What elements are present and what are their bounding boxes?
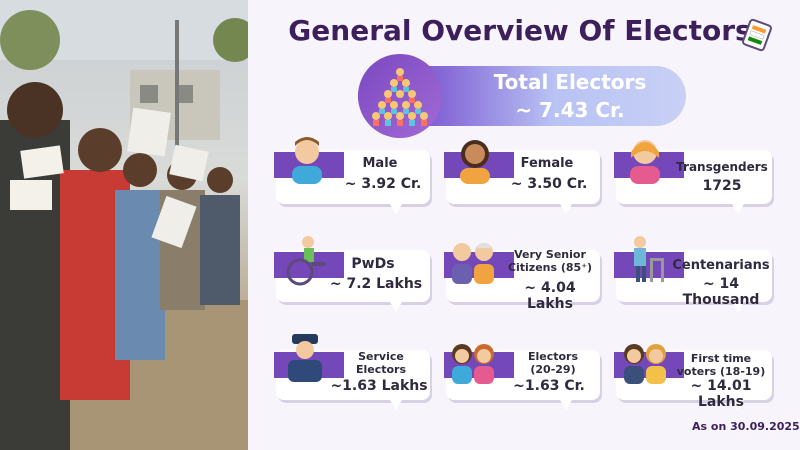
card-value-pwds: ~ 7.2 Lakhs bbox=[329, 276, 423, 292]
card-label-male: Male bbox=[362, 156, 398, 171]
card-label-service: Service Electors bbox=[355, 350, 407, 376]
card-label-pwds: PwDs bbox=[351, 256, 395, 272]
card-value-male: ~ 3.92 Cr. bbox=[344, 176, 422, 192]
transgender-icon bbox=[618, 132, 672, 186]
card-value-female: ~ 3.50 Cr. bbox=[510, 176, 588, 192]
evm-icon bbox=[740, 18, 780, 52]
card-label-electors-20-29: Electors (20-29) bbox=[527, 350, 579, 376]
page-title: General Overview Of Electors bbox=[288, 14, 752, 47]
stat-card-pwds bbox=[274, 250, 430, 312]
wheelchair-icon bbox=[278, 232, 332, 286]
card-value-service: ~1.63 Lakhs bbox=[330, 378, 428, 394]
card-label-centenarians: Centenarians bbox=[672, 258, 770, 273]
card-value-centenarians: ~ 14 Thousand bbox=[682, 276, 760, 308]
male-icon bbox=[280, 132, 334, 186]
as-on-date: As on 30.09.2025 bbox=[692, 420, 800, 433]
card-value-first-time: ~ 14.01 Lakhs bbox=[690, 378, 752, 410]
card-label-female: Female bbox=[520, 156, 574, 171]
total-electors-label: Total Electors bbox=[493, 70, 647, 94]
walker-icon bbox=[618, 232, 672, 286]
card-value-electors-20-29: ~1.63 Cr. bbox=[513, 378, 585, 394]
female-icon bbox=[448, 132, 502, 186]
crowd-pyramid-icon bbox=[358, 54, 442, 138]
senior-couple-icon bbox=[446, 234, 500, 288]
total-electors-value: ~ 7.43 Cr. bbox=[515, 98, 625, 122]
first-voters-icon bbox=[618, 334, 672, 388]
card-value-very-senior: ~ 4.04 Lakhs bbox=[524, 280, 576, 312]
young-women-icon bbox=[446, 334, 500, 388]
card-label-transgenders: Transgenders bbox=[676, 160, 768, 174]
card-label-very-senior: Very Senior Citizens (85⁺) bbox=[507, 248, 593, 274]
card-value-transgenders: 1725 bbox=[702, 178, 742, 194]
card-label-first-time: First time voters (18-19) bbox=[676, 352, 766, 378]
police-officer-icon bbox=[278, 330, 332, 384]
voters-photo bbox=[0, 0, 248, 450]
